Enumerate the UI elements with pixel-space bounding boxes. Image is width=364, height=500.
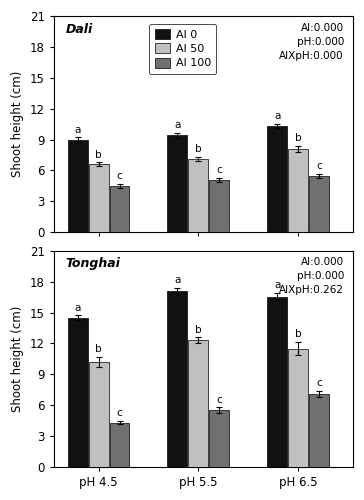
Bar: [167, 136, 187, 232]
Text: c: c: [116, 172, 122, 181]
Bar: [68, 318, 88, 467]
Bar: [188, 159, 208, 232]
Text: c: c: [316, 378, 322, 388]
Text: b: b: [195, 144, 202, 154]
Bar: [209, 410, 229, 467]
Text: Al:0.000
pH:0.000
AlXpH:0.262: Al:0.000 pH:0.000 AlXpH:0.262: [279, 257, 344, 295]
Text: a: a: [274, 280, 280, 290]
Bar: [110, 422, 130, 467]
Text: Dali: Dali: [66, 22, 93, 36]
Y-axis label: Shoot height (cm): Shoot height (cm): [11, 71, 24, 178]
Bar: [110, 186, 130, 232]
Bar: [188, 340, 208, 467]
Bar: [267, 126, 287, 232]
Text: b: b: [295, 330, 301, 340]
Bar: [309, 176, 329, 232]
Bar: [267, 297, 287, 467]
Text: a: a: [174, 120, 181, 130]
Text: b: b: [195, 325, 202, 335]
Bar: [309, 394, 329, 467]
Bar: [167, 291, 187, 467]
Bar: [209, 180, 229, 232]
Bar: [288, 149, 308, 232]
Legend: Al 0, Al 50, Al 100: Al 0, Al 50, Al 100: [149, 24, 217, 74]
Text: Tonghai: Tonghai: [66, 257, 120, 270]
Text: Al:0.000
pH:0.000
AlXpH:0.000: Al:0.000 pH:0.000 AlXpH:0.000: [279, 22, 344, 60]
Text: c: c: [216, 394, 222, 404]
Text: c: c: [316, 161, 322, 171]
Bar: [88, 164, 108, 232]
Text: b: b: [295, 134, 301, 143]
Text: c: c: [216, 166, 222, 175]
Text: c: c: [116, 408, 122, 418]
Bar: [88, 362, 108, 467]
Text: a: a: [274, 112, 280, 122]
Text: b: b: [95, 344, 102, 354]
Y-axis label: Shoot height (cm): Shoot height (cm): [11, 306, 24, 412]
Bar: [68, 140, 88, 232]
Text: a: a: [75, 125, 81, 135]
Bar: [288, 348, 308, 467]
Text: b: b: [95, 150, 102, 160]
Text: a: a: [174, 276, 181, 285]
Text: a: a: [75, 302, 81, 312]
